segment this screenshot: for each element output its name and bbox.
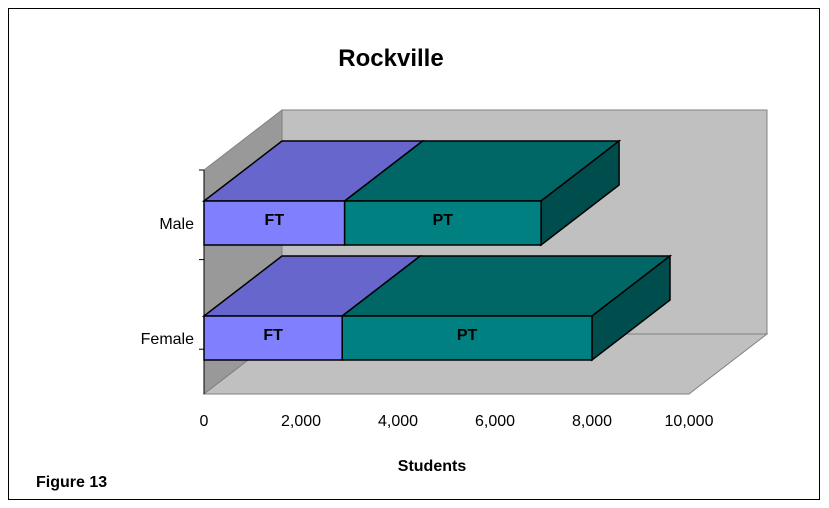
bar-pt-male (343, 200, 542, 246)
bar-ft-male (203, 200, 346, 246)
x-tick-label: 6,000 (475, 413, 515, 430)
x-tick-label: 0 (200, 413, 209, 430)
chart-ticks: 0 2,000 4,000 6,000 8,000 10,000 (200, 413, 714, 430)
category-label-male: Male (159, 216, 194, 233)
x-tick-label: 10,000 (665, 413, 714, 430)
bar-label-ft-female: FT (263, 327, 283, 344)
x-tick-label: 8,000 (572, 413, 612, 430)
bar-label-pt-male: PT (433, 212, 454, 229)
category-label-female: Female (141, 331, 194, 348)
x-tick-label: 4,000 (378, 413, 418, 430)
chart-bars: FT PT Male FT PT Female (141, 139, 673, 362)
x-tick-label: 2,000 (281, 413, 321, 430)
bar-pt-female (341, 315, 593, 361)
x-axis-title: Students (398, 458, 467, 475)
bar-label-pt-female: PT (457, 327, 478, 344)
bar-label-ft-male: FT (265, 212, 285, 229)
figure-caption: Figure 13 (36, 474, 107, 491)
chart-title: Rockville (338, 45, 443, 72)
